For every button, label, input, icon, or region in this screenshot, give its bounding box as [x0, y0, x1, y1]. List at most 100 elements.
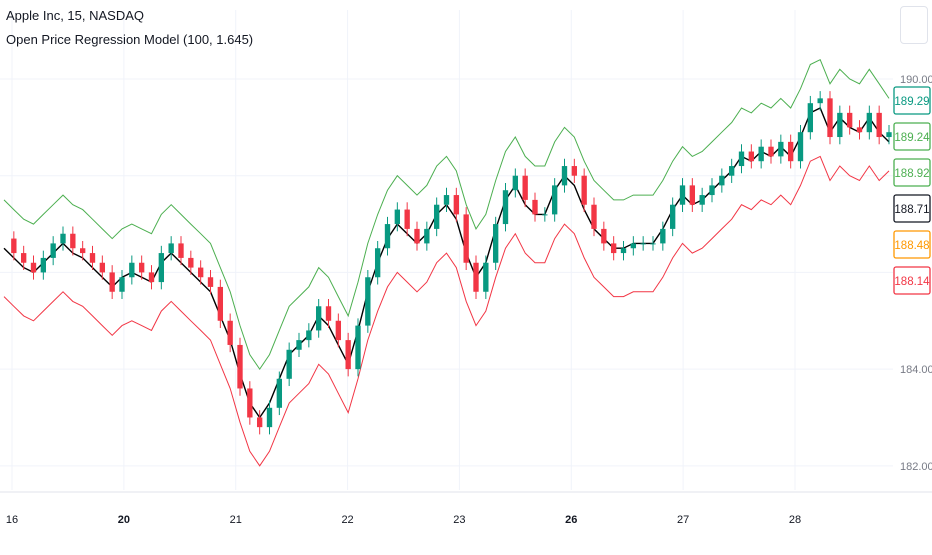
- price-label-text: 188.92: [894, 168, 929, 180]
- price-labels: 189.29 189.24 188.92 188.71 188.48 188.14: [893, 86, 931, 295]
- candle-body: [217, 286, 224, 321]
- candle-body: [866, 112, 873, 133]
- price-label-box: [893, 86, 931, 115]
- candle-body: [542, 214, 548, 216]
- candle-body: [315, 306, 322, 331]
- candle-body: [709, 185, 715, 196]
- price-label-text: 188.48: [894, 240, 929, 252]
- candle-body: [355, 325, 361, 370]
- candle-body: [394, 209, 401, 225]
- candle-body: [70, 233, 76, 249]
- candle-body: [778, 141, 784, 157]
- candle-body: [227, 320, 233, 345]
- symbol-title[interactable]: Apple Inc, 15, NASDAQ: [6, 8, 145, 23]
- candle-body: [483, 262, 489, 292]
- candle-body: [365, 277, 371, 326]
- candle-body: [728, 166, 735, 176]
- lower-line: [3, 155, 890, 467]
- candle-body: [679, 185, 686, 205]
- candle-body: [424, 228, 430, 244]
- candle-body: [266, 407, 273, 428]
- candle-body: [453, 195, 460, 215]
- price-label-band: 188.92: [893, 158, 931, 187]
- candle-body: [561, 166, 568, 186]
- candle-body: [630, 243, 637, 249]
- candle-body: [148, 272, 155, 283]
- candle-body: [856, 127, 863, 133]
- axes: 182.00 184.00 190.00 16 20 21 22 23 26 27 28: [0, 74, 932, 526]
- candle-body: [817, 98, 823, 104]
- y-tick-label: 182.00: [900, 461, 932, 473]
- settings-box[interactable]: [900, 6, 928, 44]
- candle-body: [276, 378, 283, 408]
- candle-body: [345, 340, 351, 370]
- candle-body: [473, 262, 479, 292]
- price-label-text: 189.24: [894, 132, 930, 144]
- candle-body: [443, 195, 450, 205]
- candle-body: [689, 185, 696, 205]
- candle-body: [286, 349, 292, 379]
- price-label-upper-band: 189.24: [893, 122, 931, 151]
- candle-body: [601, 228, 607, 244]
- candle-body: [669, 204, 676, 229]
- price-label-open: 188.48: [893, 230, 931, 259]
- candle-body: [256, 417, 263, 428]
- candle-body: [197, 267, 204, 278]
- candle-body: [11, 238, 17, 254]
- candle-body: [463, 214, 469, 263]
- candle-body: [50, 243, 56, 258]
- grid: [0, 10, 893, 490]
- candle-body: [296, 340, 302, 350]
- candle-body: [79, 248, 86, 254]
- candle-body: [768, 146, 774, 157]
- candle-body: [492, 224, 499, 263]
- candle-body: [876, 112, 882, 138]
- candle-body: [335, 320, 342, 341]
- candle-body: [414, 228, 420, 244]
- price-label-box: [893, 194, 931, 223]
- price-label-box: [893, 230, 931, 259]
- candle-body: [404, 209, 410, 229]
- candle-body: [846, 112, 853, 128]
- candle-body: [129, 262, 135, 278]
- candle-body: [207, 277, 214, 287]
- candle-body: [551, 185, 558, 215]
- y-tick-label: 190.00: [900, 74, 932, 86]
- y-tick-label: 184.00: [900, 364, 932, 376]
- candle-body: [837, 112, 843, 138]
- candle-body: [699, 195, 705, 205]
- candle-body: [660, 228, 666, 244]
- candle-body: [247, 388, 253, 418]
- x-tick-label: 22: [341, 514, 353, 526]
- candle-body: [738, 151, 745, 167]
- candle-body: [650, 243, 656, 245]
- candle-body: [719, 175, 725, 186]
- candle-body: [60, 233, 66, 244]
- x-tick-label: 26: [565, 514, 577, 526]
- candle-body: [138, 262, 145, 273]
- price-label-lower-band: 188.14: [893, 266, 931, 295]
- x-tick-label: 16: [6, 514, 18, 526]
- price-label-text: 188.14: [894, 276, 930, 288]
- bands: [3, 59, 890, 467]
- candle-body: [581, 175, 587, 205]
- upper-line: [3, 59, 890, 370]
- candle-body: [610, 243, 617, 254]
- candle-body: [158, 253, 165, 283]
- x-tick-label: 28: [789, 514, 801, 526]
- candle-body: [787, 141, 794, 162]
- candle-body: [178, 243, 184, 258]
- candles: [11, 91, 892, 435]
- candle-body: [109, 272, 115, 292]
- indicator-title[interactable]: Open Price Regression Model (100, 1.645): [6, 32, 254, 47]
- candle-body: [502, 190, 509, 225]
- candle-body: [591, 204, 597, 229]
- candle-body: [532, 199, 538, 215]
- candle-body: [30, 262, 37, 273]
- price-label-box: [893, 122, 931, 151]
- candle-body: [99, 262, 106, 273]
- candle-body: [620, 248, 627, 254]
- candle-body: [168, 243, 174, 254]
